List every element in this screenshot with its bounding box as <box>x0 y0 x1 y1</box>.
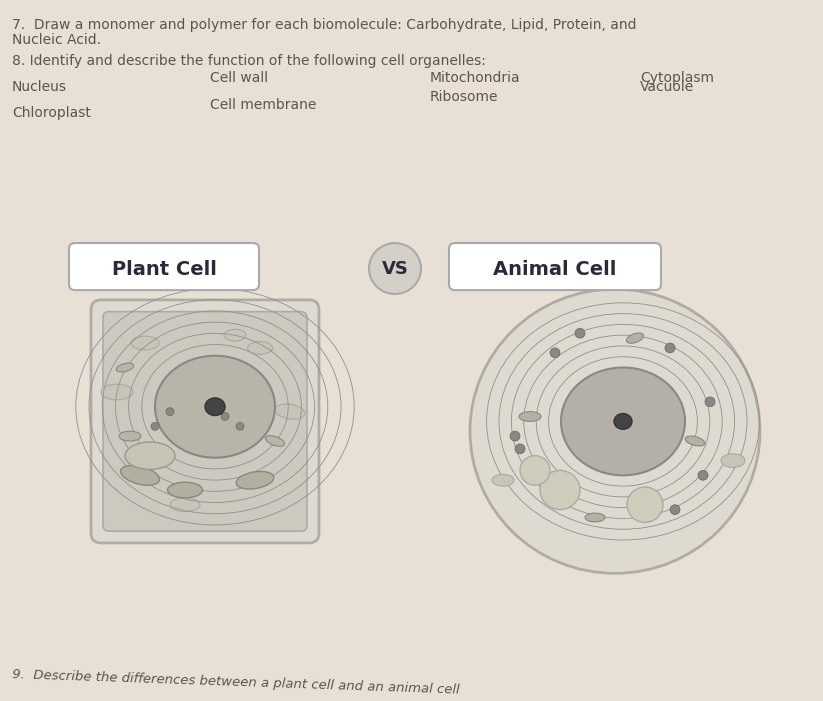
Ellipse shape <box>721 454 745 468</box>
Circle shape <box>665 343 675 353</box>
Ellipse shape <box>125 442 175 470</box>
Text: Chloroplast: Chloroplast <box>12 106 91 120</box>
Ellipse shape <box>248 341 272 354</box>
Circle shape <box>670 505 680 515</box>
Text: Cytoplasm: Cytoplasm <box>640 71 714 85</box>
Circle shape <box>575 328 585 338</box>
Ellipse shape <box>585 513 605 522</box>
Text: Mitochondria: Mitochondria <box>430 71 521 85</box>
Ellipse shape <box>492 475 514 486</box>
Ellipse shape <box>120 465 160 485</box>
Ellipse shape <box>561 367 685 475</box>
Circle shape <box>369 243 421 294</box>
Circle shape <box>540 470 580 510</box>
Ellipse shape <box>131 336 159 350</box>
Ellipse shape <box>170 498 200 512</box>
Ellipse shape <box>168 482 202 498</box>
Ellipse shape <box>614 414 632 429</box>
Circle shape <box>510 431 520 441</box>
Circle shape <box>705 397 715 407</box>
Ellipse shape <box>519 411 541 421</box>
Ellipse shape <box>224 329 246 341</box>
Circle shape <box>236 423 244 430</box>
Circle shape <box>221 413 229 421</box>
Circle shape <box>515 444 525 454</box>
Ellipse shape <box>266 436 285 447</box>
Text: Vacuole: Vacuole <box>640 81 695 95</box>
Circle shape <box>470 289 760 573</box>
Ellipse shape <box>101 384 133 400</box>
Text: Animal Cell: Animal Cell <box>493 260 616 279</box>
Circle shape <box>627 487 663 522</box>
Ellipse shape <box>205 398 225 416</box>
Ellipse shape <box>275 404 305 419</box>
Text: 9.  Describe the differences between a plant cell and an animal cell: 9. Describe the differences between a pl… <box>12 668 460 697</box>
Circle shape <box>550 348 560 358</box>
Ellipse shape <box>626 333 644 343</box>
Ellipse shape <box>155 356 275 458</box>
Ellipse shape <box>119 431 141 441</box>
FancyBboxPatch shape <box>103 312 307 531</box>
Circle shape <box>151 423 159 430</box>
Text: Plant Cell: Plant Cell <box>112 260 216 279</box>
FancyBboxPatch shape <box>91 300 319 543</box>
Circle shape <box>166 408 174 416</box>
Text: Nucleus: Nucleus <box>12 81 67 95</box>
Circle shape <box>520 456 550 485</box>
Text: Nucleic Acid.: Nucleic Acid. <box>12 34 101 48</box>
Ellipse shape <box>686 436 704 446</box>
Ellipse shape <box>236 471 274 489</box>
FancyBboxPatch shape <box>69 243 259 290</box>
FancyBboxPatch shape <box>449 243 661 290</box>
Text: 7.  Draw a monomer and polymer for each biomolecule: Carbohydrate, Lipid, Protei: 7. Draw a monomer and polymer for each b… <box>12 18 636 32</box>
Text: Cell wall: Cell wall <box>210 71 268 85</box>
Ellipse shape <box>116 363 134 372</box>
Text: Ribosome: Ribosome <box>430 90 499 104</box>
Circle shape <box>698 470 708 480</box>
Text: Cell membrane: Cell membrane <box>210 98 316 112</box>
Text: 8. Identify and describe the function of the following cell organelles:: 8. Identify and describe the function of… <box>12 54 486 68</box>
Text: VS: VS <box>382 259 408 278</box>
